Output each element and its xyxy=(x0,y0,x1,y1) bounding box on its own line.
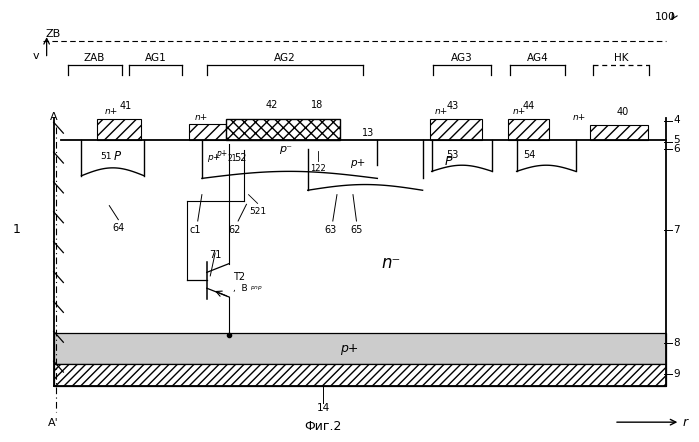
Text: 42: 42 xyxy=(266,100,278,110)
Bar xyxy=(54,333,666,364)
Text: AG3: AG3 xyxy=(451,53,473,63)
Bar xyxy=(508,118,549,140)
Text: 6: 6 xyxy=(673,144,680,153)
Text: Фиг.2: Фиг.2 xyxy=(304,420,342,433)
Text: 44: 44 xyxy=(523,101,535,111)
Bar xyxy=(189,124,226,140)
Text: 64: 64 xyxy=(113,223,124,233)
Text: 5: 5 xyxy=(673,135,680,145)
Bar xyxy=(97,118,141,140)
Text: 21: 21 xyxy=(228,154,237,163)
Text: n⁻: n⁻ xyxy=(382,254,401,272)
Text: 13: 13 xyxy=(362,128,374,137)
Text: n+: n+ xyxy=(104,107,117,116)
Text: 122: 122 xyxy=(310,164,326,173)
Text: n+: n+ xyxy=(435,107,447,116)
Text: 18: 18 xyxy=(311,100,324,110)
Text: 62: 62 xyxy=(229,225,241,235)
Text: v: v xyxy=(33,51,40,61)
Text: 40: 40 xyxy=(617,107,629,117)
Text: AG1: AG1 xyxy=(145,53,166,63)
Text: 14: 14 xyxy=(317,403,330,413)
Text: 51: 51 xyxy=(100,152,111,161)
Text: P: P xyxy=(445,155,452,168)
Text: n+: n+ xyxy=(513,107,526,116)
Text: r: r xyxy=(682,415,687,429)
Bar xyxy=(591,125,648,140)
Text: AG2: AG2 xyxy=(274,53,296,63)
Text: P: P xyxy=(114,150,122,163)
Text: 43: 43 xyxy=(447,101,459,111)
Text: p+: p+ xyxy=(350,158,366,168)
Text: 52: 52 xyxy=(234,153,247,163)
Text: n+: n+ xyxy=(572,113,586,122)
Text: 7: 7 xyxy=(673,225,680,235)
Text: AG4: AG4 xyxy=(526,53,548,63)
Text: 8: 8 xyxy=(673,338,680,348)
Text: A': A' xyxy=(48,418,59,428)
Text: 53: 53 xyxy=(447,150,459,160)
Text: p+: p+ xyxy=(340,342,359,355)
Text: 521: 521 xyxy=(249,207,266,216)
Bar xyxy=(226,118,340,140)
Text: ZAB: ZAB xyxy=(84,53,106,63)
Text: ZB: ZB xyxy=(45,29,61,39)
Text: c1: c1 xyxy=(189,225,201,235)
Bar xyxy=(430,118,482,140)
Text: 9: 9 xyxy=(673,369,680,379)
Text: 63: 63 xyxy=(324,225,336,235)
Text: p⁻: p⁻ xyxy=(279,145,292,154)
Text: p+: p+ xyxy=(207,153,220,162)
Text: $_{pnp}$: $_{pnp}$ xyxy=(250,284,263,293)
Text: 54: 54 xyxy=(523,150,535,160)
Text: p+: p+ xyxy=(217,149,228,158)
Text: A: A xyxy=(50,112,57,122)
Text: 71: 71 xyxy=(209,251,222,260)
Text: ,  B: , B xyxy=(233,284,248,293)
Text: HK: HK xyxy=(614,53,628,63)
Text: 1: 1 xyxy=(13,223,21,236)
Text: 100: 100 xyxy=(654,12,675,23)
Bar xyxy=(54,364,666,386)
Text: n+: n+ xyxy=(195,113,208,122)
Text: T2: T2 xyxy=(233,272,245,282)
Text: 4: 4 xyxy=(673,115,680,125)
Text: 65: 65 xyxy=(350,225,363,235)
Text: 41: 41 xyxy=(120,101,131,111)
